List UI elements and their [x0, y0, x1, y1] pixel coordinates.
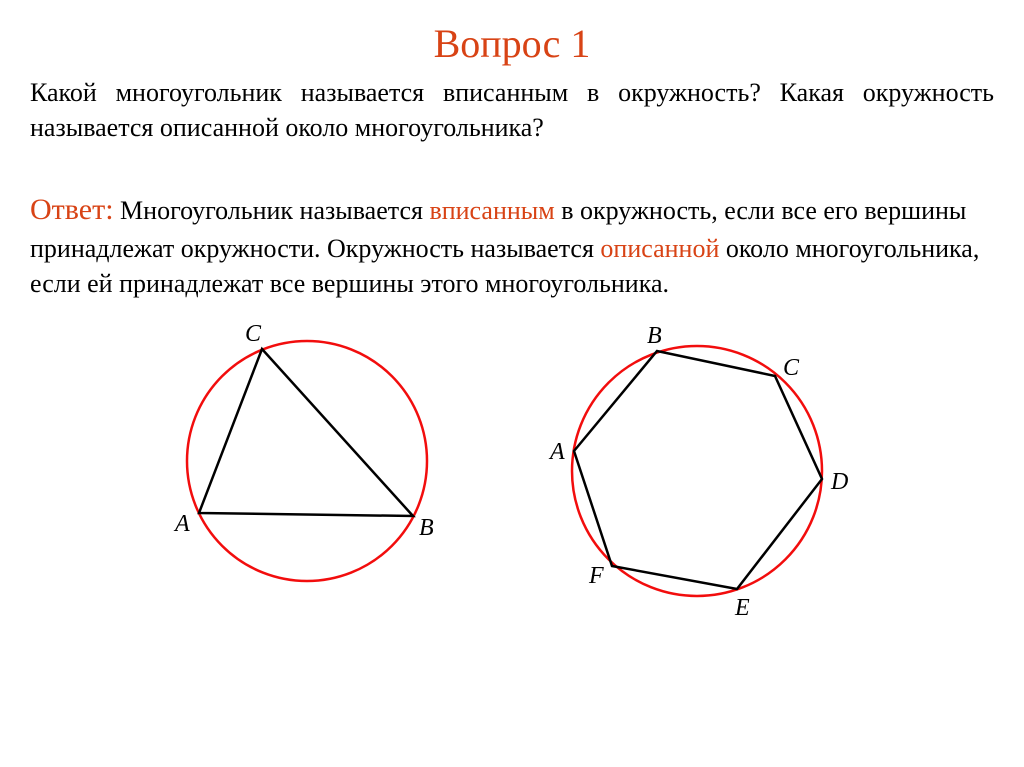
answer-label: Ответ: [30, 193, 114, 226]
vertex-label-D: D [830, 469, 848, 495]
vertex-label-B: B [419, 515, 434, 541]
question-text: Какой многоугольник называется вписанным… [30, 75, 994, 145]
vertex-label-A: A [173, 511, 190, 537]
circle [187, 341, 427, 581]
diagram-triangle-inscribed: A B C [167, 321, 457, 611]
polygon [574, 351, 822, 589]
vertex-label-F: F [588, 563, 604, 589]
vertex-label-B: B [647, 323, 662, 349]
answer-hl2: описанной [600, 234, 719, 263]
diagrams-container: A B C A B C D E F [30, 321, 994, 631]
vertex-label-C: C [783, 355, 800, 381]
diagram-hexagon-inscribed: A B C D E F [547, 321, 857, 631]
vertex-label-A: A [548, 439, 565, 465]
vertex-label-E: E [734, 595, 750, 621]
answer-block: Ответ: Многоугольник называется вписанны… [30, 190, 994, 301]
page-title: Вопрос 1 [30, 20, 994, 67]
vertex-label-C: C [245, 321, 262, 347]
answer-t1: Многоугольник называется [114, 196, 430, 225]
polygon [199, 349, 413, 516]
answer-hl1: вписанным [429, 196, 554, 225]
